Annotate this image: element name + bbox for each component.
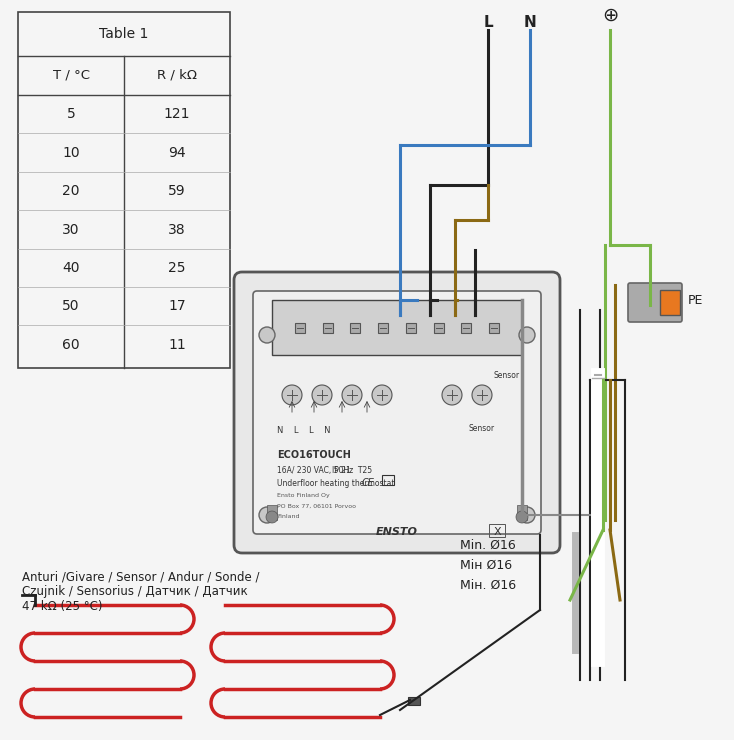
- Text: 59: 59: [168, 184, 186, 198]
- Circle shape: [442, 385, 462, 405]
- Text: 30: 30: [62, 223, 80, 237]
- Text: 40: 40: [62, 261, 80, 275]
- Bar: [660, 290, 680, 315]
- Bar: [408, 697, 420, 705]
- Circle shape: [519, 327, 535, 343]
- Text: Miн Ø16: Miн Ø16: [460, 559, 512, 571]
- Circle shape: [342, 385, 362, 405]
- Text: Anturi /Givare / Sensor / Andur / Sonde /
Czujnik / Sensorius / Датчик / Датчик
: Anturi /Givare / Sensor / Andur / Sonde …: [22, 570, 260, 613]
- Text: X: X: [493, 527, 501, 537]
- Circle shape: [282, 385, 302, 405]
- Bar: [434, 323, 443, 332]
- Text: IP 21   T25: IP 21 T25: [332, 465, 372, 474]
- Bar: [322, 323, 333, 332]
- Circle shape: [259, 327, 275, 343]
- Text: Miн. Ø16: Miн. Ø16: [460, 579, 516, 591]
- Text: N: N: [523, 15, 537, 30]
- Circle shape: [372, 385, 392, 405]
- FancyBboxPatch shape: [253, 291, 541, 534]
- Text: PO Box 77, 06101 Porvoo: PO Box 77, 06101 Porvoo: [277, 503, 356, 508]
- Bar: [18, 12, 230, 368]
- Circle shape: [259, 507, 275, 523]
- Text: 10: 10: [62, 146, 80, 160]
- Bar: [272, 300, 522, 355]
- Text: 11: 11: [168, 337, 186, 351]
- Text: 60: 60: [62, 337, 80, 351]
- Text: 50: 50: [62, 299, 80, 313]
- Text: Min. Ø16: Min. Ø16: [460, 539, 516, 551]
- Bar: [462, 323, 471, 332]
- Text: Sensor: Sensor: [469, 423, 495, 432]
- Text: N    L    L    N: N L L N: [277, 425, 330, 434]
- Text: R / kΩ: R / kΩ: [157, 69, 197, 82]
- FancyBboxPatch shape: [234, 272, 560, 553]
- Text: 25: 25: [168, 261, 186, 275]
- Text: ⊕: ⊕: [602, 5, 618, 24]
- FancyBboxPatch shape: [628, 283, 682, 322]
- Circle shape: [519, 507, 535, 523]
- Text: 94: 94: [168, 146, 186, 160]
- Text: ENSTO: ENSTO: [376, 527, 418, 537]
- Text: 20: 20: [62, 184, 80, 198]
- Bar: [406, 323, 416, 332]
- Circle shape: [516, 511, 528, 523]
- Text: PE: PE: [688, 294, 703, 306]
- Text: Sensor: Sensor: [494, 371, 520, 380]
- Bar: [267, 505, 277, 520]
- Text: 121: 121: [164, 107, 190, 121]
- Text: Underfloor heating thermostat: Underfloor heating thermostat: [277, 479, 394, 488]
- Bar: [490, 323, 499, 332]
- Circle shape: [472, 385, 492, 405]
- Text: 16A/ 230 VAC, 50Hz: 16A/ 230 VAC, 50Hz: [277, 465, 353, 474]
- Text: L: L: [483, 15, 493, 30]
- Text: Ensto Finland Oy: Ensto Finland Oy: [277, 494, 330, 499]
- Circle shape: [266, 511, 278, 523]
- Bar: [350, 323, 360, 332]
- Bar: [378, 323, 388, 332]
- Text: 17: 17: [168, 299, 186, 313]
- Text: 5: 5: [67, 107, 76, 121]
- Circle shape: [312, 385, 332, 405]
- Text: CE: CE: [362, 478, 375, 488]
- Bar: [382, 475, 394, 485]
- Bar: [489, 524, 505, 537]
- Text: 38: 38: [168, 223, 186, 237]
- Bar: [295, 323, 305, 332]
- Text: T / °C: T / °C: [53, 69, 90, 82]
- Text: Table 1: Table 1: [99, 27, 149, 41]
- Bar: [517, 505, 527, 520]
- Text: Finland: Finland: [277, 514, 299, 519]
- Text: ECO16TOUCH: ECO16TOUCH: [277, 450, 351, 460]
